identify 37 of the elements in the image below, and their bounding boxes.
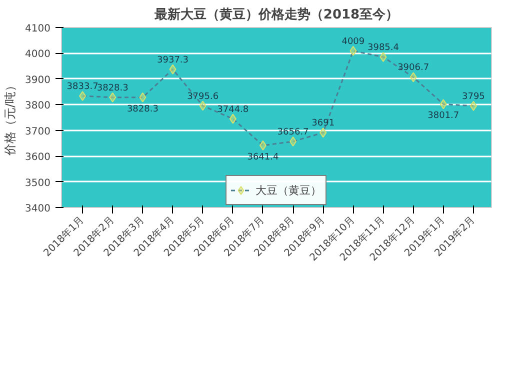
data-label: 3828.3 bbox=[96, 83, 128, 94]
point bbox=[440, 99, 447, 110]
point bbox=[79, 90, 86, 101]
point bbox=[470, 100, 477, 111]
point bbox=[350, 46, 357, 56]
y-tick-label: 3500 bbox=[25, 178, 51, 189]
y-axis-title: 价格（元/吨） bbox=[3, 79, 18, 157]
data-label: 3795 bbox=[462, 92, 485, 102]
y-tick-label: 3900 bbox=[25, 74, 51, 86]
point bbox=[410, 72, 417, 82]
point bbox=[259, 140, 266, 150]
data-label: 3691 bbox=[312, 118, 335, 129]
data-label: 3744.8 bbox=[217, 104, 249, 115]
y-tick-label: 3700 bbox=[25, 126, 51, 138]
y-tick-label: 4100 bbox=[25, 24, 51, 34]
data-label: 3906.7 bbox=[398, 63, 430, 74]
y-tick-label: 4000 bbox=[25, 49, 51, 60]
data-label: 4009 bbox=[342, 36, 365, 47]
point bbox=[229, 114, 236, 124]
data-label: 3795.6 bbox=[187, 92, 219, 102]
point bbox=[139, 92, 146, 102]
point bbox=[320, 128, 327, 138]
point bbox=[109, 92, 116, 102]
y-tick-label: 3400 bbox=[25, 204, 51, 214]
point bbox=[290, 136, 297, 146]
data-label: 3833.7 bbox=[66, 82, 98, 92]
y-tick-label: 3800 bbox=[25, 100, 51, 112]
legend-label: 大豆（黄豆） bbox=[256, 182, 322, 198]
data-label: 3801.7 bbox=[428, 111, 460, 122]
y-tick-label: 3600 bbox=[25, 152, 51, 164]
point bbox=[199, 100, 206, 111]
data-label: 3937.3 bbox=[157, 55, 189, 66]
chart-title: 最新大豆（黄豆）价格走势（2018至今） bbox=[153, 6, 399, 22]
data-label: 3985.4 bbox=[368, 42, 400, 53]
point bbox=[169, 64, 176, 74]
data-label: 3828.3 bbox=[126, 104, 158, 114]
point bbox=[380, 52, 387, 62]
